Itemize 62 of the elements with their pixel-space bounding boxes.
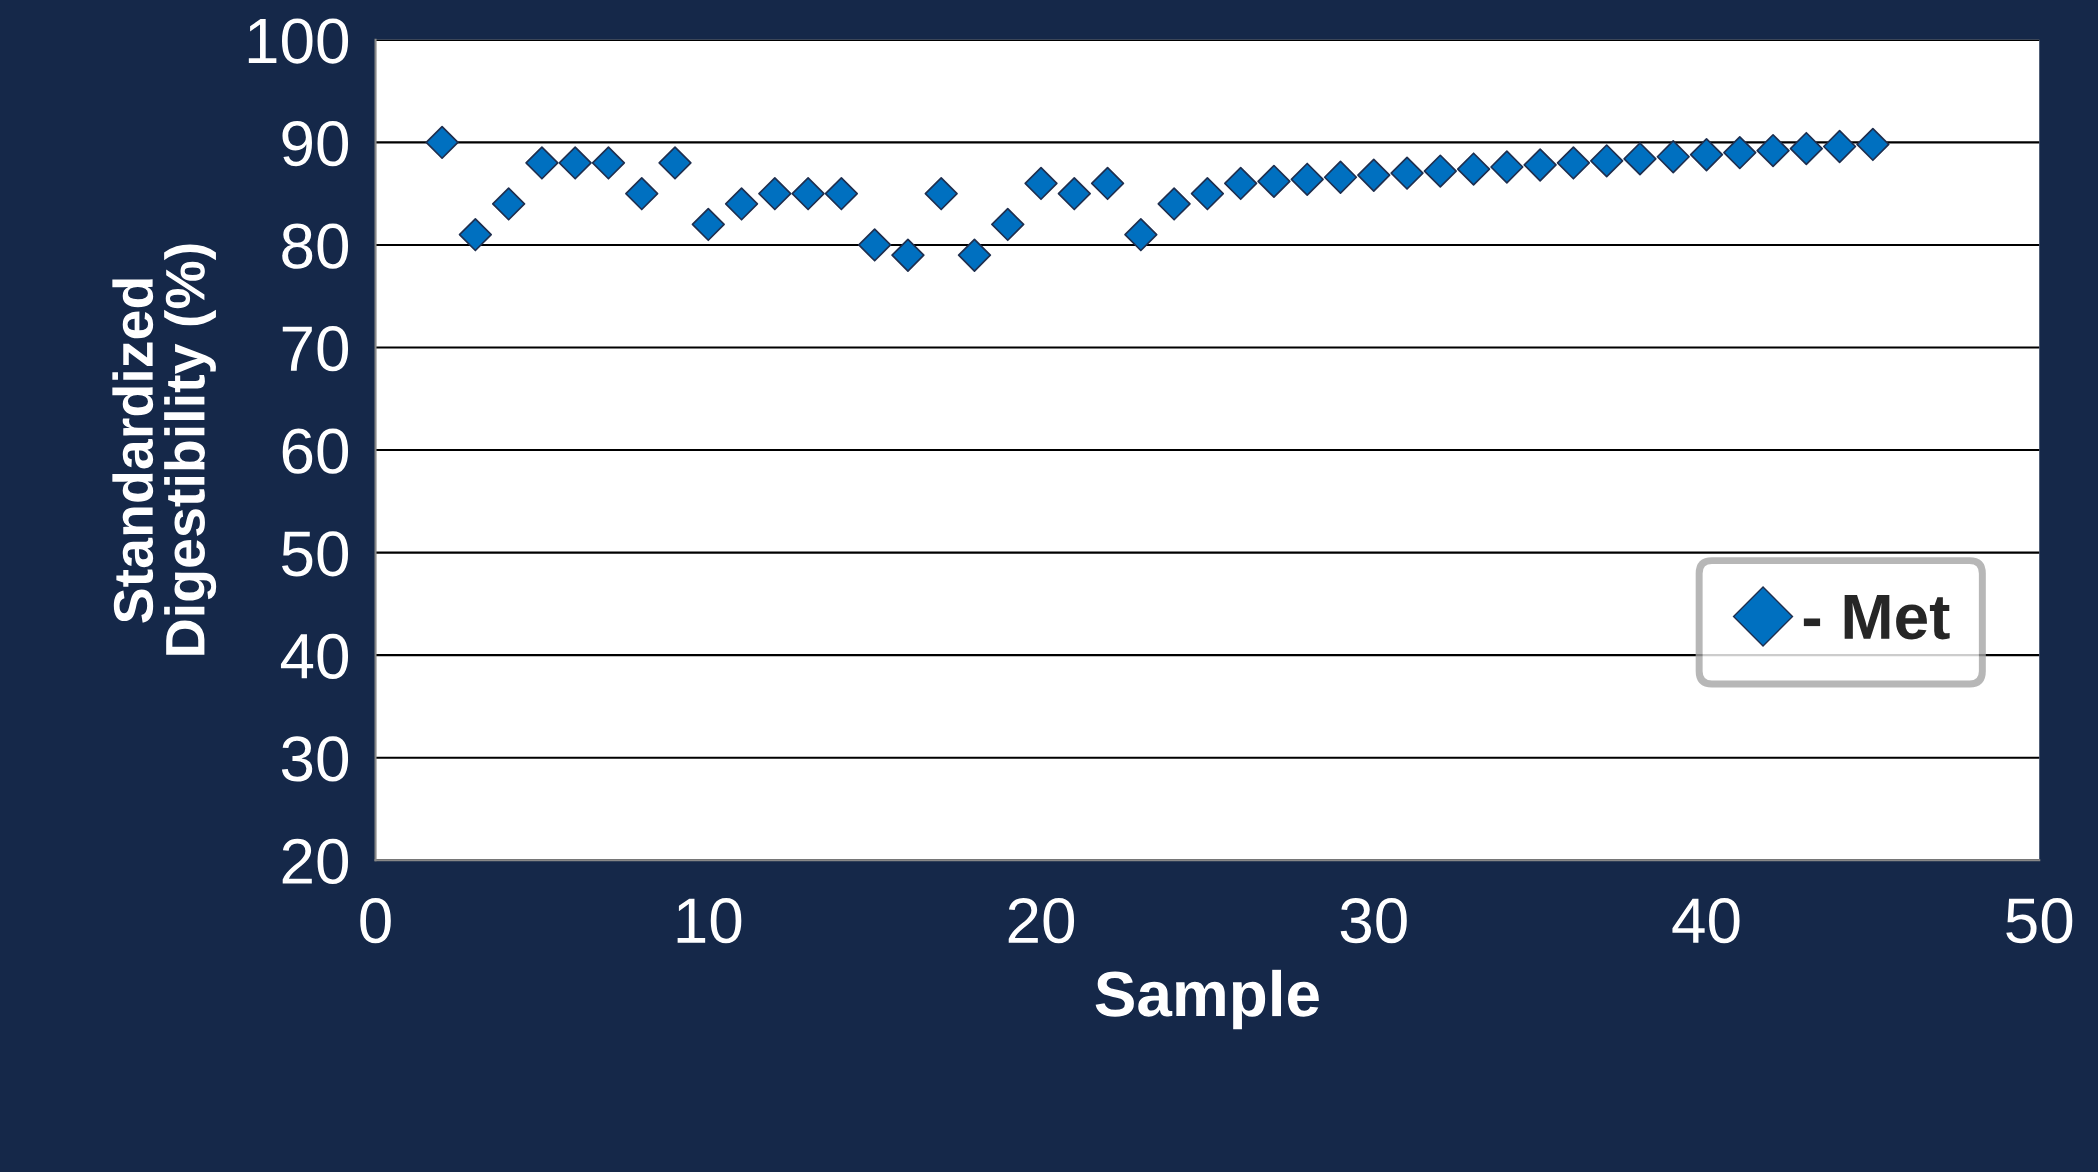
point bbox=[758, 177, 792, 211]
point bbox=[1789, 131, 1824, 166]
point bbox=[591, 146, 626, 180]
x-tick-label: 20 bbox=[1008, 898, 1075, 944]
point bbox=[1822, 129, 1857, 164]
point bbox=[891, 238, 925, 272]
legend-label: - Met bbox=[1803, 594, 1950, 640]
point bbox=[1656, 140, 1690, 174]
point bbox=[625, 177, 659, 211]
point bbox=[491, 187, 526, 221]
point bbox=[1556, 146, 1591, 180]
point bbox=[824, 177, 859, 211]
point bbox=[1357, 158, 1391, 192]
point bbox=[724, 187, 759, 221]
y-tick-label: 50 bbox=[282, 531, 349, 577]
point bbox=[1623, 142, 1657, 176]
point bbox=[691, 207, 725, 242]
point bbox=[1590, 144, 1624, 178]
point bbox=[1290, 162, 1324, 196]
point bbox=[1856, 127, 1890, 162]
x-tick-label: 30 bbox=[1340, 898, 1407, 944]
point bbox=[957, 238, 992, 272]
point bbox=[1157, 187, 1191, 221]
x-tick-label: 0 bbox=[360, 898, 391, 944]
point bbox=[1024, 166, 1058, 201]
point bbox=[857, 228, 892, 262]
point bbox=[991, 207, 1025, 242]
point bbox=[1224, 166, 1258, 201]
y-tick-label: 80 bbox=[282, 223, 349, 269]
point bbox=[425, 125, 459, 160]
point bbox=[924, 177, 958, 211]
point bbox=[558, 146, 592, 180]
y-tick-label: 70 bbox=[282, 326, 349, 372]
y-tick-label: 100 bbox=[248, 18, 349, 64]
x-axis-title: Sample bbox=[1095, 969, 1319, 1030]
point bbox=[1323, 160, 1358, 194]
point bbox=[1689, 138, 1724, 172]
point bbox=[1423, 154, 1457, 188]
point bbox=[1090, 166, 1125, 201]
y-axis-title: Standardized Digestibility (%) bbox=[112, 244, 217, 655]
point bbox=[1390, 156, 1424, 190]
point bbox=[658, 146, 692, 180]
x-tick-label: 10 bbox=[677, 898, 742, 944]
point bbox=[458, 218, 493, 252]
x-tick-label: 50 bbox=[2006, 898, 2073, 944]
y-tick-label: 40 bbox=[280, 633, 349, 679]
point bbox=[1490, 150, 1524, 184]
y-tick-label: 60 bbox=[282, 428, 349, 474]
point bbox=[1257, 164, 1291, 199]
point bbox=[525, 146, 559, 180]
y-tick-label: 90 bbox=[282, 120, 349, 167]
x-tick-label: 40 bbox=[1672, 898, 1740, 944]
point bbox=[1756, 133, 1790, 168]
y-tick-label: 20 bbox=[282, 838, 349, 885]
point bbox=[1190, 177, 1225, 211]
point bbox=[791, 177, 825, 211]
point bbox=[1523, 148, 1557, 182]
point bbox=[1124, 218, 1158, 252]
point bbox=[1456, 152, 1491, 186]
point bbox=[1723, 135, 1757, 170]
y-tick-label: 30 bbox=[281, 736, 349, 782]
point bbox=[1057, 177, 1091, 211]
